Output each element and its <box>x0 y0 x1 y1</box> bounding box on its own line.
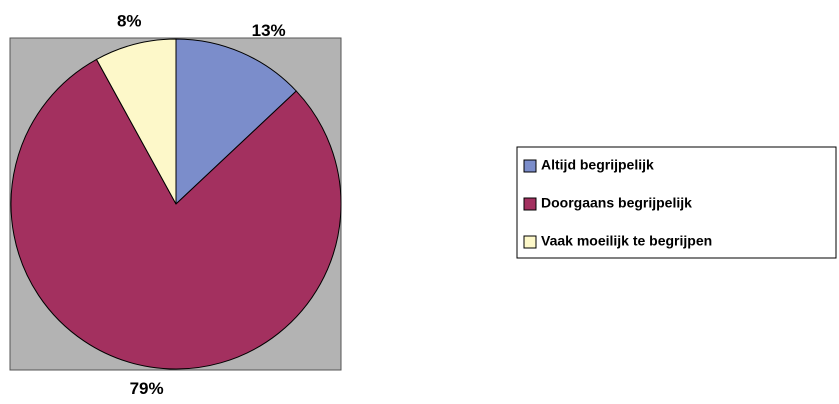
legend-swatch <box>523 159 537 173</box>
data-label: 79% <box>130 379 164 398</box>
pie-slice <box>175 38 297 206</box>
legend-label: Vaak moeilijk te begrijpen <box>541 233 712 249</box>
legend-swatch <box>523 235 537 249</box>
pie-slice <box>95 38 177 205</box>
legend-label: Doorgaans begrijpelijk <box>541 195 692 211</box>
legend-label: Altijd begrijpelijk <box>541 157 654 173</box>
legend-swatch <box>523 197 537 211</box>
legend-box <box>516 146 837 259</box>
pie-slice <box>10 58 342 370</box>
data-label: 13% <box>252 21 286 40</box>
data-label: 8% <box>117 11 142 30</box>
